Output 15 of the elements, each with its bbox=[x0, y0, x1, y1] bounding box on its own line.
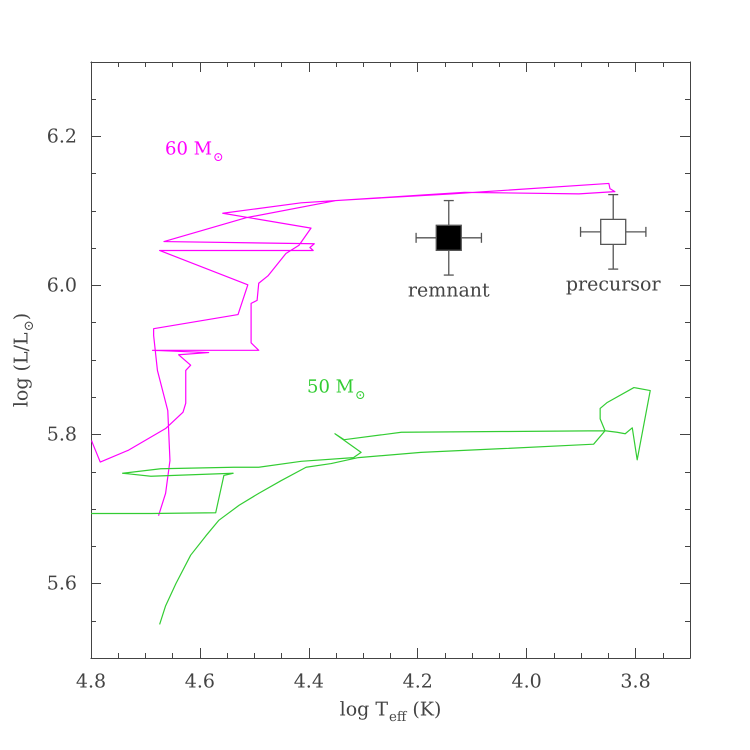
x-tick-label: 4.8 bbox=[76, 670, 106, 692]
y-tick-label: 5.6 bbox=[46, 572, 77, 594]
series-label: 50 M⊙ bbox=[307, 376, 366, 402]
x-tick-label: 4.4 bbox=[294, 670, 324, 692]
text: precursor bbox=[566, 274, 662, 296]
x-tick-label: 4.6 bbox=[184, 670, 216, 692]
x-tick-label: 4.2 bbox=[402, 670, 433, 692]
x-tick-label: 3.8 bbox=[620, 670, 651, 692]
y-tick-label: 6.2 bbox=[46, 126, 77, 148]
text: 60 M⊙ bbox=[165, 138, 224, 164]
text: remnant bbox=[408, 279, 490, 302]
y-axis-title: log (L/L⊙) bbox=[10, 312, 37, 408]
y-tick-label: 6.0 bbox=[46, 274, 77, 296]
x-tick-label: 4.0 bbox=[512, 670, 542, 692]
y-tick-label: 5.8 bbox=[46, 424, 77, 446]
